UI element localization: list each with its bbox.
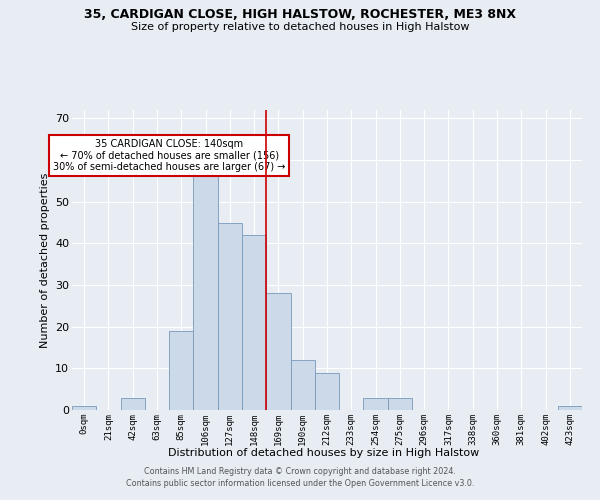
Text: Distribution of detached houses by size in High Halstow: Distribution of detached houses by size … (169, 448, 479, 458)
Bar (558, 406, 582, 410)
Text: Contains HM Land Registry data © Crown copyright and database right 2024.
Contai: Contains HM Land Registry data © Crown c… (126, 466, 474, 487)
Bar (388, 398, 412, 410)
Bar (121, 398, 145, 410)
Bar (72, 406, 96, 410)
Bar (169, 331, 193, 410)
Bar (266, 294, 290, 410)
Bar (290, 360, 315, 410)
Bar (218, 222, 242, 410)
Bar (364, 398, 388, 410)
Bar (315, 372, 339, 410)
Text: 35 CARDIGAN CLOSE: 140sqm
← 70% of detached houses are smaller (156)
30% of semi: 35 CARDIGAN CLOSE: 140sqm ← 70% of detac… (53, 139, 286, 172)
Text: 35, CARDIGAN CLOSE, HIGH HALSTOW, ROCHESTER, ME3 8NX: 35, CARDIGAN CLOSE, HIGH HALSTOW, ROCHES… (84, 8, 516, 20)
Y-axis label: Number of detached properties: Number of detached properties (40, 172, 50, 348)
Text: Size of property relative to detached houses in High Halstow: Size of property relative to detached ho… (131, 22, 469, 32)
Bar (193, 168, 218, 410)
Bar (242, 235, 266, 410)
